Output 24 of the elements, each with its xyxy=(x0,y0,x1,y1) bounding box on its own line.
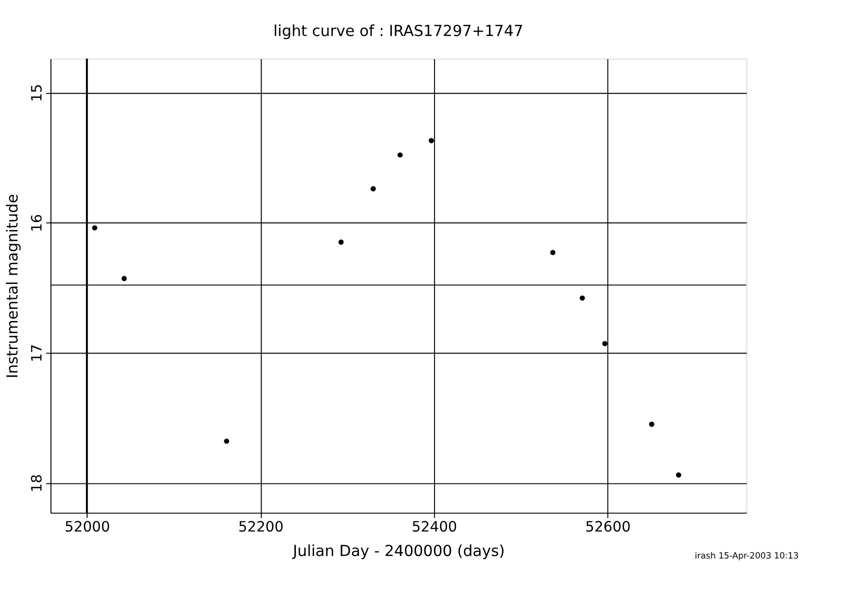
point xyxy=(122,276,127,282)
x-tick-label: 52400 xyxy=(412,519,458,536)
x-tick-label: 52600 xyxy=(585,519,631,536)
y-tick-label: 18 xyxy=(29,474,46,492)
point xyxy=(602,340,608,346)
y-axis-title: Instrumental magnitude xyxy=(4,194,22,378)
point xyxy=(370,186,376,192)
x-tick-label: 52000 xyxy=(64,519,110,536)
y-tick-label: 15 xyxy=(29,84,46,102)
point xyxy=(428,138,434,144)
chart-title: light curve of : IRAS17297+1747 xyxy=(273,22,524,40)
point xyxy=(649,422,654,427)
point xyxy=(676,472,682,478)
x-axis-title: Julian Day - 2400000 (days) xyxy=(292,542,505,560)
point xyxy=(338,240,344,245)
text: irash 15-Apr-2003 10:13 xyxy=(694,551,799,562)
x-tick-label: 52200 xyxy=(238,519,284,536)
y-tick-label: 16 xyxy=(29,214,46,232)
point xyxy=(550,250,556,256)
y-tick-label: 17 xyxy=(29,344,46,362)
point xyxy=(224,438,230,444)
point xyxy=(398,152,403,158)
point xyxy=(92,225,98,230)
point xyxy=(580,295,585,301)
